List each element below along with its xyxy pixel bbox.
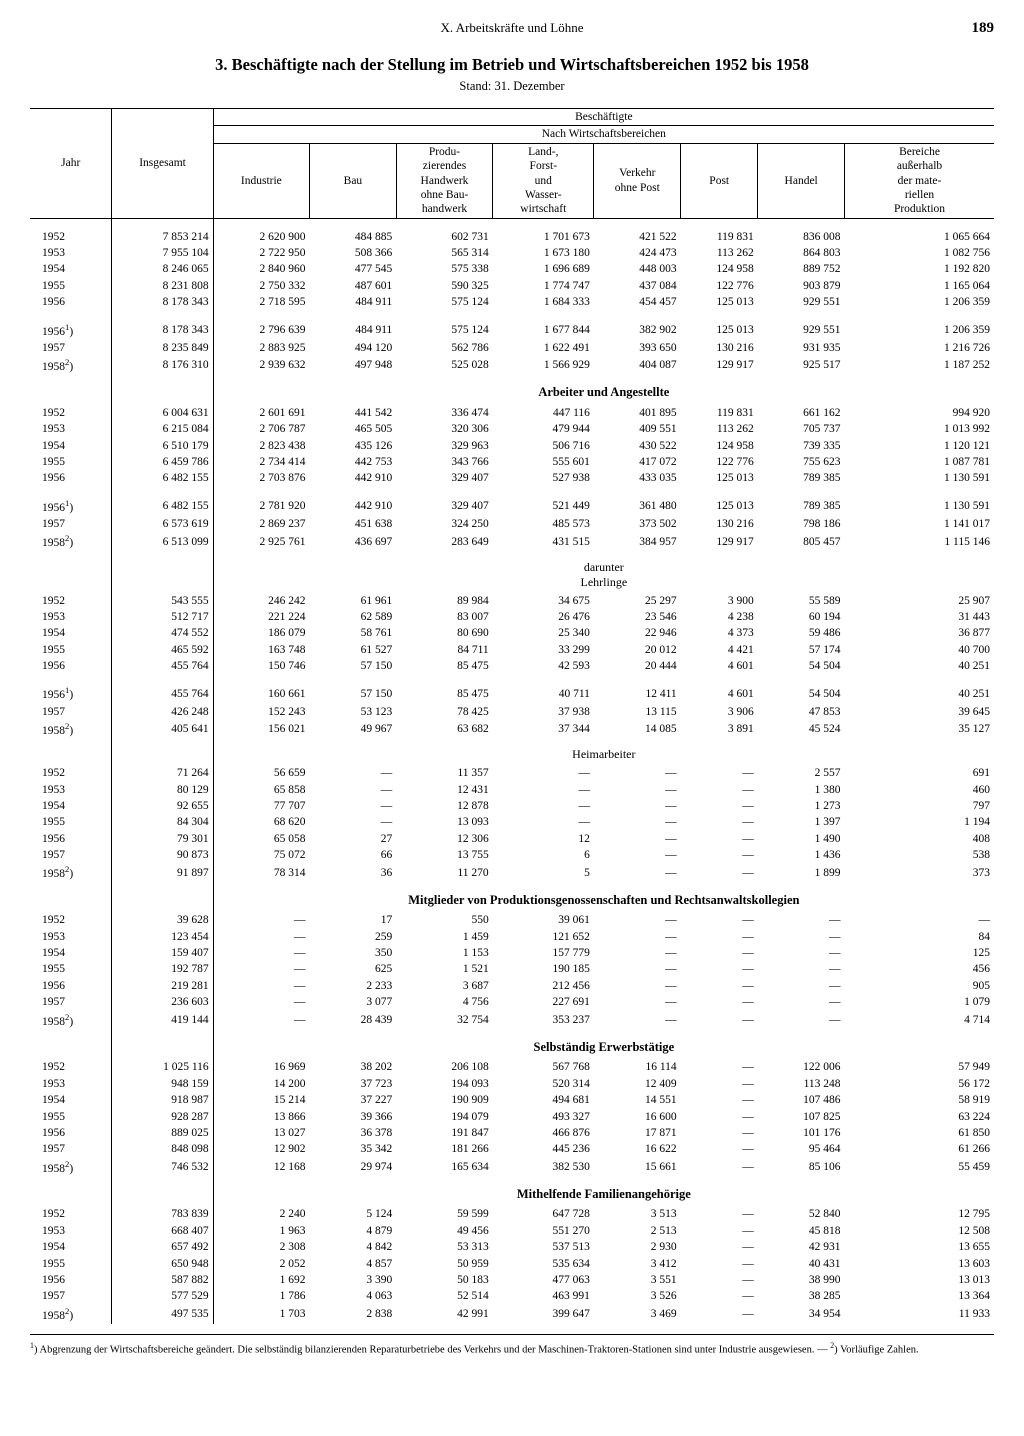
col-verkehr: Verkehrohne Post (594, 143, 681, 218)
table-row: 1952543 555246 24261 96189 98434 67525 2… (30, 593, 994, 609)
col-bereiche: Bereicheaußerhalbder mate-riellenProdukt… (845, 143, 994, 218)
table-row: 19576 573 6192 869 237451 638324 250485 … (30, 516, 994, 532)
table-row: 19568 178 3432 718 595484 911575 1241 68… (30, 294, 994, 310)
table-row: 1952783 8392 2405 12459 599647 7283 513—… (30, 1206, 994, 1222)
table-row: 19556 459 7862 734 414442 753343 766555 … (30, 454, 994, 470)
table-row: 19582)91 89778 3143611 2705——1 899373 (30, 863, 994, 882)
table-row: 1957426 248152 24353 12378 42537 93813 1… (30, 704, 994, 720)
section-label: Mithelfende Familienangehörige (30, 1177, 994, 1207)
table-row: 19558 231 8082 750 332487 601590 3251 77… (30, 278, 994, 294)
table-row: 1953123 454—2591 459121 652———84 (30, 929, 994, 945)
table-row: 19582)419 144—28 43932 754353 237———4 71… (30, 1011, 994, 1030)
table-row: 1956219 281—2 2333 687212 456———905 (30, 978, 994, 994)
table-row: 1957236 603—3 0774 756227 691———1 079 (30, 994, 994, 1010)
table-row: 1954159 407—3501 153157 779———125 (30, 945, 994, 961)
section-label: darunterLehrlinge (30, 552, 994, 593)
table-row: 19537 955 1042 722 950508 366565 3141 67… (30, 245, 994, 261)
table-row: 1953948 15914 20037 723194 093520 31412 … (30, 1076, 994, 1092)
table-row: 195679 30165 0582712 30612——1 490408 (30, 831, 994, 847)
table-row: 19561)6 482 1552 781 920442 910329 40752… (30, 497, 994, 516)
col-industrie: Industrie (213, 143, 309, 218)
table-row: 19582)746 53212 16829 974165 634382 5301… (30, 1158, 994, 1177)
table-row: 195239 628—1755039 061———— (30, 912, 994, 928)
main-table: Jahr Insgesamt Beschäftigte Nach Wirtsch… (30, 108, 994, 1324)
table-row: 19582)8 176 3102 939 632497 948525 0281 … (30, 356, 994, 375)
col-year: Jahr (30, 109, 112, 219)
table-row: 1953512 717221 22462 58983 00726 47623 5… (30, 609, 994, 625)
col-group: Beschäftigte (213, 109, 994, 126)
section-label: Arbeiter und Angestellte (30, 375, 994, 405)
table-row: 1955650 9482 0524 85750 959535 6343 412—… (30, 1256, 994, 1272)
section-label: Heimarbeiter (30, 739, 994, 765)
table-row: 1953668 4071 9634 87949 456551 2702 513—… (30, 1223, 994, 1239)
table-row: 1954918 98715 21437 227190 909494 68114 … (30, 1092, 994, 1108)
col-handel: Handel (758, 143, 845, 218)
table-row: 1955928 28713 86639 366194 079493 32716 … (30, 1109, 994, 1125)
col-subgroup: Nach Wirtschaftsbereichen (213, 126, 994, 143)
section-label: Mitglieder von Produktionsgenossenschaft… (30, 883, 994, 913)
table-row: 19566 482 1552 703 876442 910329 407527 … (30, 470, 994, 486)
table-row: 1954657 4922 3084 84253 313537 5132 930—… (30, 1239, 994, 1255)
table-row: 19536 215 0842 706 787465 505320 306479 … (30, 421, 994, 437)
table-row: 19582)6 513 0992 925 761436 697283 64943… (30, 532, 994, 551)
table-title: 3. Beschäftigte nach der Stellung im Bet… (30, 55, 994, 75)
table-head: Jahr Insgesamt Beschäftigte Nach Wirtsch… (30, 109, 994, 219)
table-subtitle: Stand: 31. Dezember (30, 79, 994, 94)
table-row: 1957848 09812 90235 342181 266445 23616 … (30, 1141, 994, 1157)
col-bau: Bau (310, 143, 397, 218)
chapter-title: X. Arbeitskräfte und Löhne (80, 20, 944, 36)
table-row: 1955192 787—6251 521190 185———456 (30, 961, 994, 977)
table-row: 19578 235 8492 883 925494 120562 7861 62… (30, 340, 994, 356)
table-row: 1956587 8821 6923 39050 183477 0633 551—… (30, 1272, 994, 1288)
col-total: Insgesamt (112, 109, 213, 219)
table-row: 195492 65577 707—12 878———1 273797 (30, 798, 994, 814)
table-row: 19521 025 11616 96938 202206 108567 7681… (30, 1059, 994, 1075)
table-row: 195380 12965 858—12 431———1 380460 (30, 782, 994, 798)
col-landforst: Land-,Forst-undWasser-wirtschaft (493, 143, 594, 218)
table-row: 1955465 592163 74861 52784 71133 29920 0… (30, 642, 994, 658)
table-row: 19546 510 1792 823 438435 126329 963506 … (30, 438, 994, 454)
col-handwerk: Produ-zierendesHandwerkohne Bau-handwerk (396, 143, 492, 218)
footnotes: 1) Abgrenzung der Wirtschaftsbereiche ge… (30, 1334, 994, 1358)
page-number: 189 (944, 20, 994, 37)
table-row: 19561)8 178 3432 796 639484 911575 1241 … (30, 321, 994, 340)
table-row: 1954474 552186 07958 76180 69025 34022 9… (30, 625, 994, 641)
section-label: Selbständig Erwerbstätige (30, 1030, 994, 1060)
table-row: 1956455 764150 74657 15085 47542 59320 4… (30, 658, 994, 674)
table-row: 19582)497 5351 7032 83842 991399 6473 46… (30, 1305, 994, 1324)
col-post: Post (681, 143, 758, 218)
table-row: 195584 30468 620—13 093———1 3971 194 (30, 814, 994, 830)
table-row: 19526 004 6312 601 691441 542336 474447 … (30, 405, 994, 421)
table-row: 195790 87375 0726613 7556——1 436538 (30, 847, 994, 863)
table-row: 19548 246 0652 840 960477 545575 3381 69… (30, 261, 994, 277)
table-body: 19527 853 2142 620 900484 885602 7311 70… (30, 218, 994, 1324)
table-row: 19582)405 641156 02149 96763 68237 34414… (30, 720, 994, 739)
table-row: 19527 853 2142 620 900484 885602 7311 70… (30, 229, 994, 245)
table-row: 195271 26456 659—11 357———2 557691 (30, 765, 994, 781)
page-header: X. Arbeitskräfte und Löhne 189 (30, 20, 994, 37)
table-row: 1956889 02513 02736 378191 847466 87617 … (30, 1125, 994, 1141)
table-row: 1957577 5291 7864 06352 514463 9913 526—… (30, 1288, 994, 1304)
table-row: 19561)455 764160 66157 15085 47540 71112… (30, 684, 994, 703)
